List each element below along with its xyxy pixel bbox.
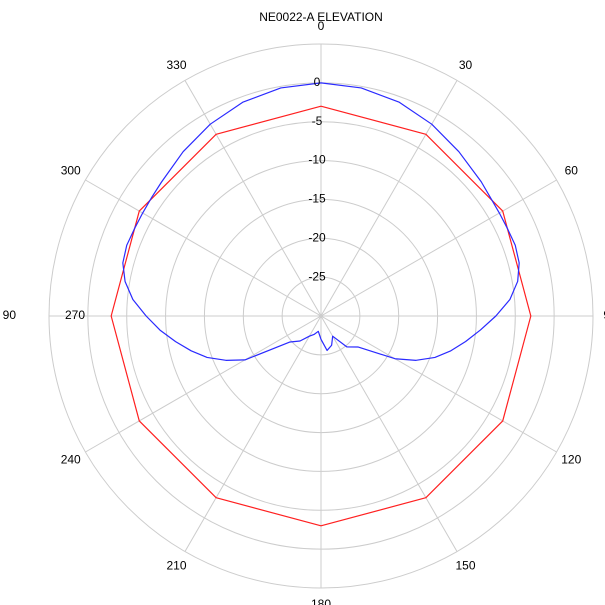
angle-tick-label: 330 (166, 58, 186, 72)
chart-title: NE0022-A ELEVATION (259, 10, 383, 24)
angle-tick-label: 30 (459, 58, 473, 72)
angle-tick-label: 150 (455, 558, 475, 572)
grid-spokes (49, 44, 593, 588)
angle-tick-label: 270 (65, 308, 85, 322)
radial-tick-label: -25 (308, 269, 326, 283)
angle-tick-label: 240 (61, 453, 81, 467)
series-layer (110, 82, 532, 527)
angle-labels: 0 30 60 90 120 150 180 210 240 300 330 270 90 (3, 19, 605, 605)
angle-tick-label: 210 (166, 558, 186, 572)
radial-tick-label: -10 (308, 153, 326, 167)
angle-tick-label: 0 (318, 19, 325, 33)
angle-tick-label: 60 (565, 164, 579, 178)
angle-tick-label: 300 (61, 164, 81, 178)
series-line-2 (122, 82, 520, 361)
angle-tick-label: 90 (603, 308, 605, 322)
angle-tick-label: 120 (561, 453, 581, 467)
angle-extra-label: 90 (3, 308, 17, 322)
radial-tick-label: -20 (308, 230, 326, 244)
grid-spoke (184, 80, 458, 552)
radial-labels: 0 -5 -10 -15 -20 -25 (308, 75, 326, 283)
angle-tick-label: 180 (311, 597, 331, 605)
radial-tick-label: -5 (312, 114, 323, 128)
radial-tick-label: 0 (314, 75, 321, 89)
radial-tick-label: -15 (308, 192, 326, 206)
series-line-1 (110, 105, 532, 527)
